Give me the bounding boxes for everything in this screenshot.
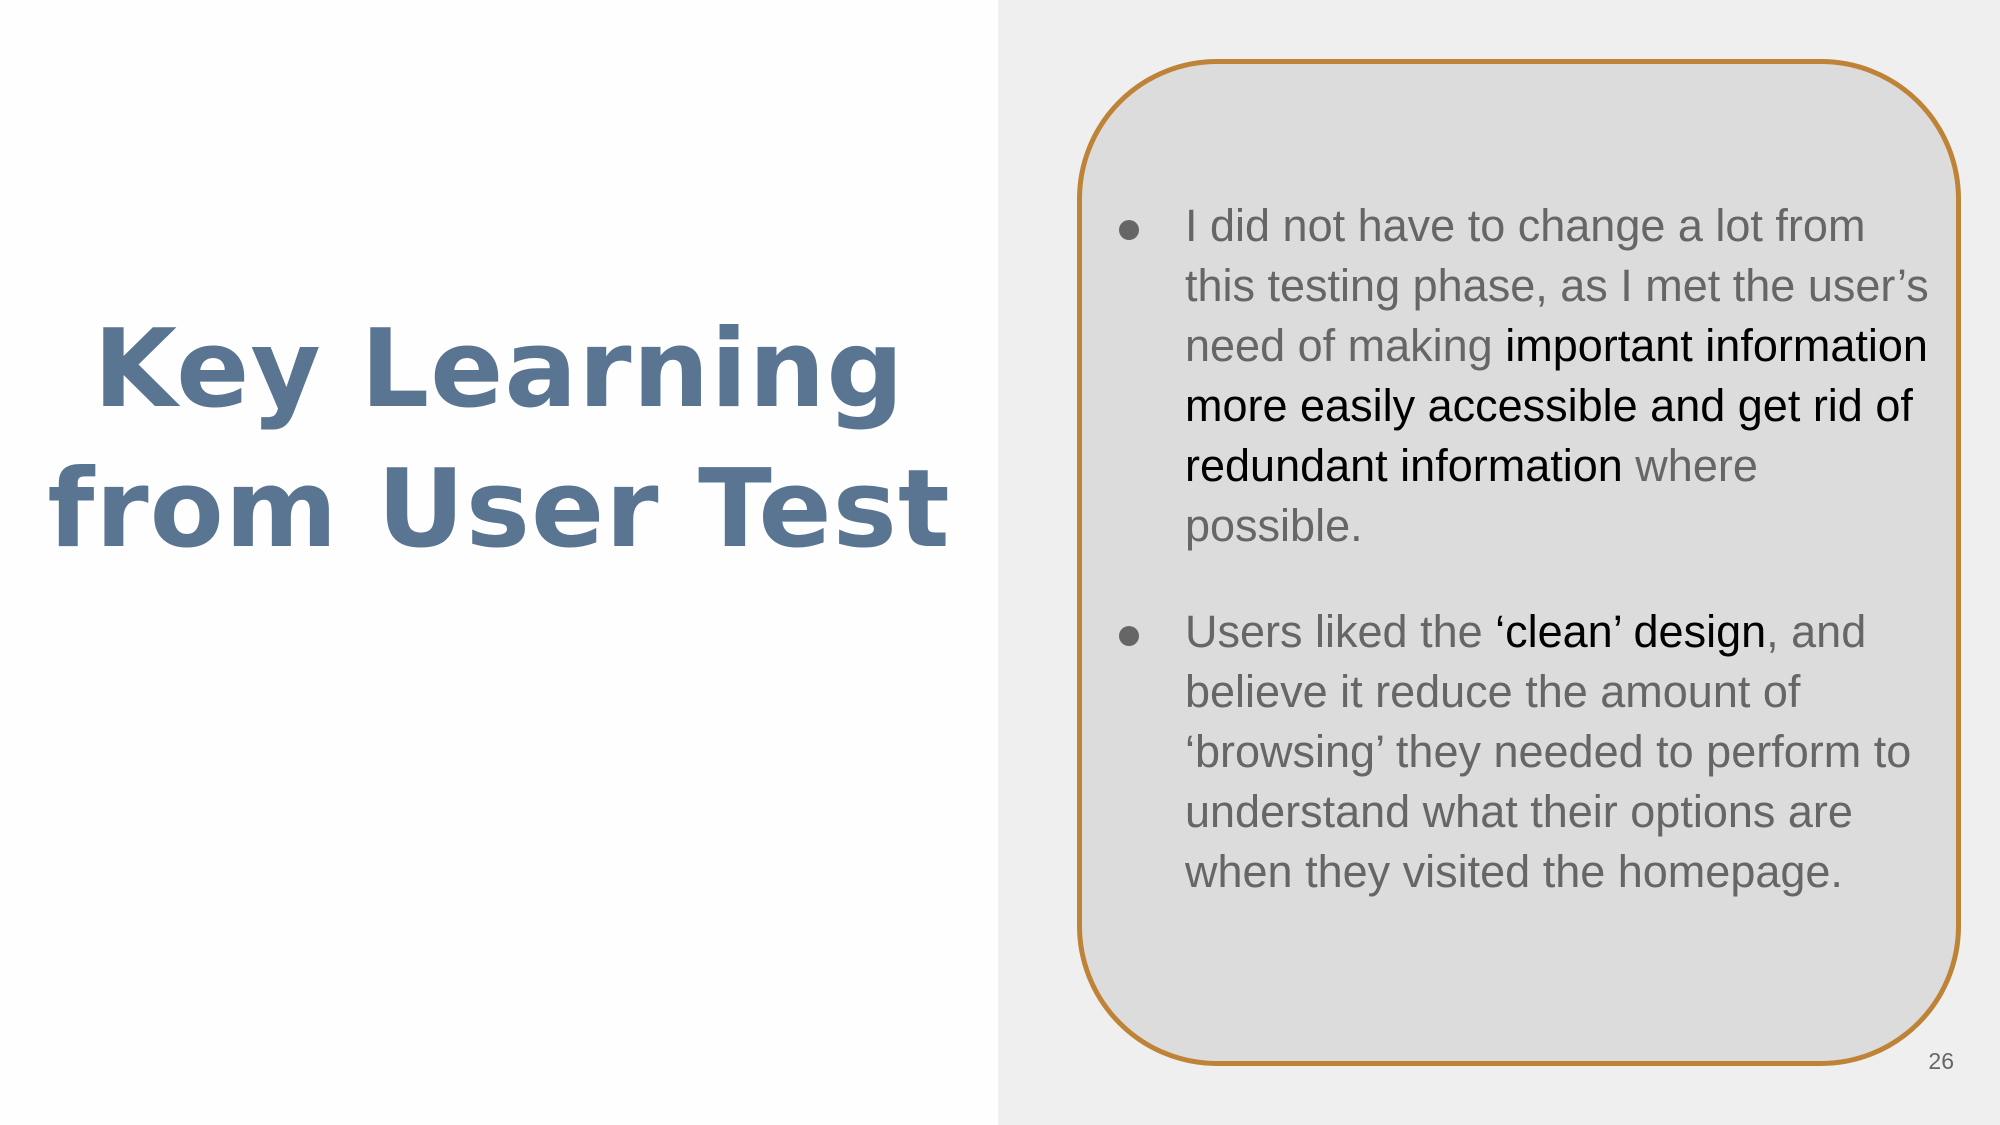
bullet-list: I did not have to change a lot from this…	[1082, 196, 1956, 902]
title-line-2: from User Test	[47, 447, 951, 572]
bullet-dot-icon	[1119, 220, 1139, 240]
right-panel: I did not have to change a lot from this…	[998, 0, 2000, 1125]
bullet-text: Users liked the	[1185, 606, 1496, 657]
bullet-text: , and believe it reduce the amount of ‘b…	[1185, 606, 1912, 897]
bullet-text: where possible.	[1185, 440, 1758, 551]
bullet-text: I did not have to change a lot from this…	[1185, 200, 1929, 371]
title-line-1: Key Learning	[93, 307, 905, 432]
bullet-item: I did not have to change a lot from this…	[1082, 196, 1956, 556]
left-panel: Key Learning from User Test	[0, 0, 998, 1125]
bullet-emphasis: ‘clean’ design	[1495, 606, 1767, 657]
bullet-dot-icon	[1119, 626, 1139, 646]
slide-title: Key Learning from User Test	[0, 300, 998, 580]
bullet-item: Users liked the ‘clean’ design, and beli…	[1082, 602, 1956, 902]
callout-box: I did not have to change a lot from this…	[1077, 59, 1961, 1066]
page-number: 26	[1928, 1048, 1954, 1074]
bullet-emphasis: important information more easily access…	[1185, 320, 1928, 491]
